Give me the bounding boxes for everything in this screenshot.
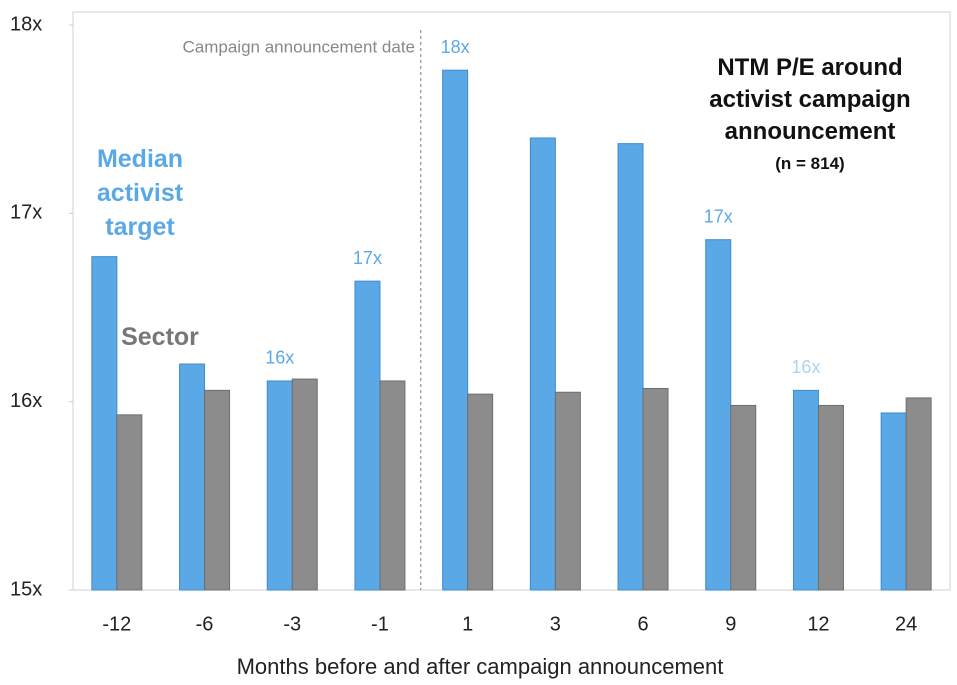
y-tick-label: 16x <box>10 390 42 412</box>
y-tick-label: 17x <box>10 202 42 224</box>
x-tick-label: 1 <box>462 613 473 635</box>
chart-subtitle: (n = 814) <box>775 154 845 173</box>
bar <box>204 389 231 591</box>
bar <box>379 380 406 591</box>
bar <box>116 414 143 591</box>
bar <box>905 397 932 591</box>
bar <box>617 143 644 591</box>
y-tick-label: 15x <box>10 578 42 600</box>
data-label: 16x <box>265 348 294 368</box>
legend-label: Median activist target <box>96 145 184 241</box>
bar <box>817 404 844 591</box>
bar <box>554 391 581 591</box>
x-tick-label: -3 <box>283 613 301 635</box>
bar <box>91 256 118 591</box>
plot-frame <box>72 11 951 591</box>
data-label: 17x <box>353 248 382 268</box>
x-tick-label: 24 <box>895 613 917 635</box>
x-axis-label: Months before and after campaign announc… <box>237 654 724 679</box>
x-tick-label: 12 <box>807 613 829 635</box>
x-tick-label: -6 <box>196 613 214 635</box>
x-tick-label: 6 <box>637 613 648 635</box>
x-tick-label: -1 <box>371 613 389 635</box>
bar <box>266 380 293 591</box>
bar <box>792 389 819 591</box>
data-label: 16x <box>791 357 820 377</box>
annotation: Campaign announcement date <box>183 37 416 56</box>
x-tick-label: 3 <box>550 613 561 635</box>
bar <box>354 280 381 591</box>
data-label: 17x <box>704 206 733 226</box>
bar <box>642 387 669 591</box>
bar <box>705 239 732 591</box>
data-label: 18x <box>441 37 470 57</box>
bar <box>179 363 206 591</box>
bar <box>467 393 494 591</box>
legend-label: Sector <box>121 323 199 351</box>
bar <box>880 412 907 591</box>
bar <box>442 69 469 591</box>
x-tick-label: -12 <box>102 613 131 635</box>
x-tick-label: 9 <box>725 613 736 635</box>
bar <box>291 378 318 591</box>
chart-title: NTM P/E around activist campaign announc… <box>709 54 911 145</box>
y-tick-label: 18x <box>10 13 42 35</box>
bar <box>529 137 556 591</box>
bar <box>730 404 757 591</box>
